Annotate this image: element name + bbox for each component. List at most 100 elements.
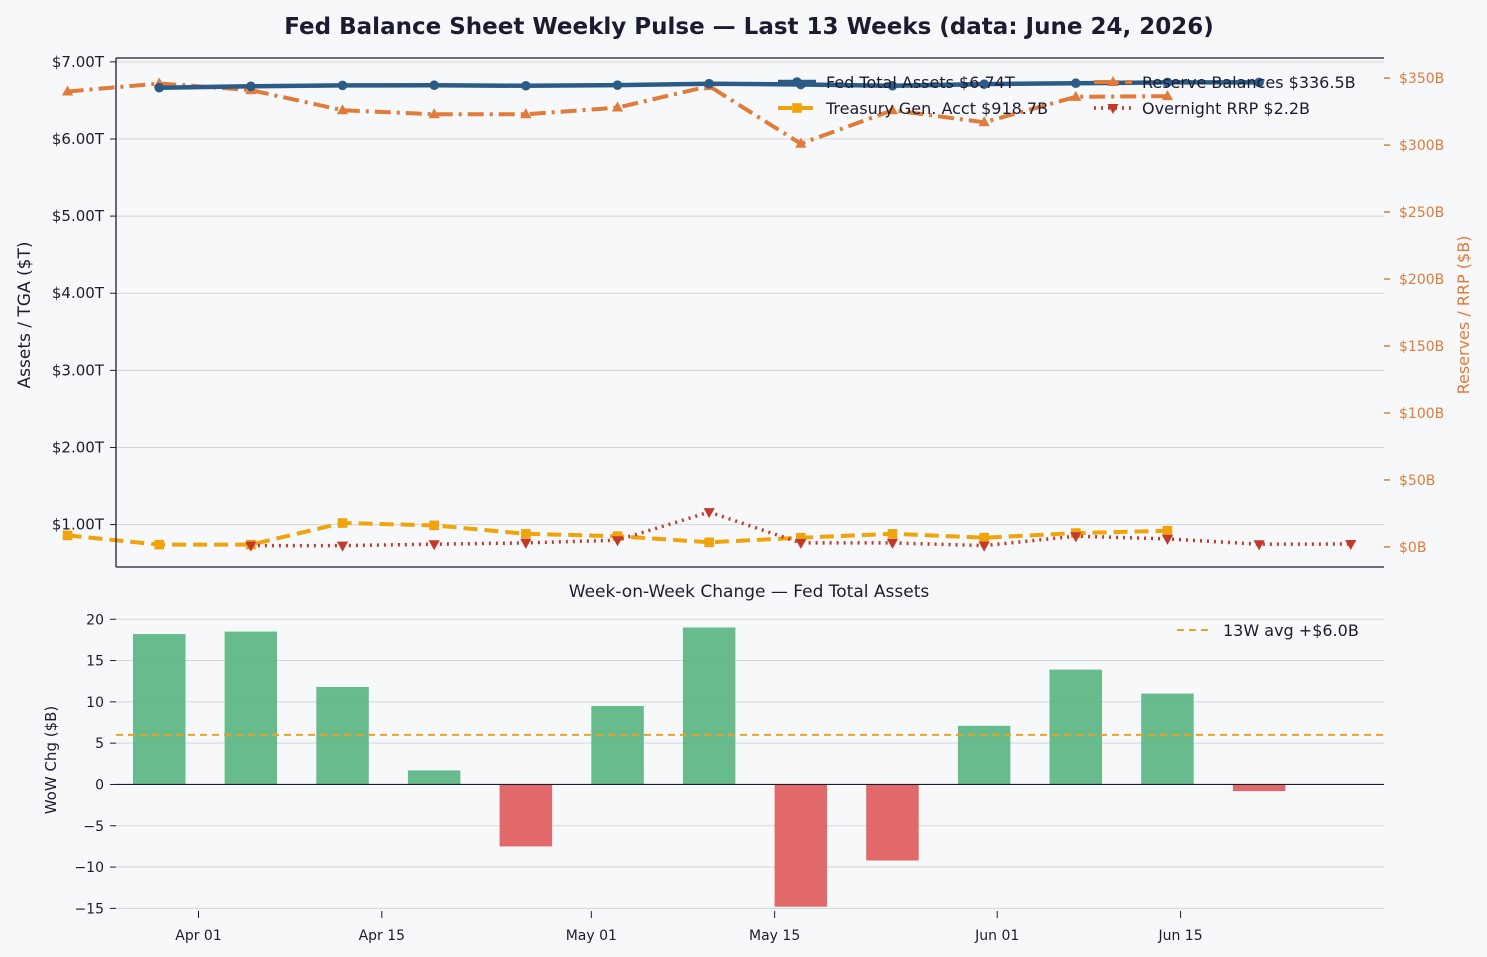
bottom-axis-label: WoW Chg ($B) bbox=[42, 706, 60, 815]
avg-legend-label: 13W avg +$6.0B bbox=[1223, 621, 1359, 640]
series-point bbox=[245, 541, 257, 552]
series-point bbox=[612, 80, 623, 90]
x-tick-label: Apr 15 bbox=[359, 928, 405, 944]
series-point bbox=[428, 540, 440, 551]
series-3 bbox=[245, 508, 1357, 552]
legend-entry: Reserve Balances $336.5B bbox=[1094, 73, 1356, 92]
legend-entry: Fed Total Assets $6.74T bbox=[778, 73, 1015, 92]
series-point bbox=[429, 80, 439, 91]
legend-label: Reserve Balances $336.5B bbox=[1142, 73, 1356, 92]
series-point bbox=[154, 82, 165, 93]
series-point bbox=[1070, 78, 1081, 89]
series-point bbox=[428, 108, 440, 119]
right-tick-label: $50B bbox=[1399, 473, 1435, 489]
top-series bbox=[61, 77, 1357, 552]
wow-bar bbox=[224, 631, 278, 785]
top-panel: $1.00T $2.00T $3.00T $4.00T $5.00T $6.00T $7.0… bbox=[15, 53, 1473, 568]
series-point bbox=[246, 81, 256, 92]
series-point bbox=[1161, 534, 1174, 545]
series-point bbox=[1162, 77, 1173, 88]
series-point bbox=[429, 520, 439, 531]
series-point bbox=[61, 85, 74, 96]
x-tick-label: May 01 bbox=[566, 928, 617, 944]
top-axes: $1.00T $2.00T $3.00T $4.00T $5.00T $6.00T $7.0… bbox=[52, 53, 1444, 568]
wow-bar bbox=[774, 784, 828, 907]
left-tick-label: $5.00T bbox=[52, 207, 105, 225]
series-point bbox=[154, 539, 165, 550]
wow-bar bbox=[591, 706, 644, 785]
bottom-legend: 13W avg +$6.0B bbox=[1177, 621, 1359, 640]
bottom-tick-label: −5 bbox=[83, 819, 104, 835]
series-point bbox=[612, 531, 623, 541]
x-tick-label: Jun 01 bbox=[974, 928, 1019, 944]
x-tick-label: Apr 01 bbox=[175, 928, 221, 944]
series-point bbox=[978, 541, 990, 552]
right-tick-label: $100B bbox=[1399, 406, 1444, 422]
series-point bbox=[611, 101, 624, 112]
series-point bbox=[1345, 539, 1357, 550]
bottom-tick-label: −15 bbox=[74, 901, 104, 917]
series-point bbox=[887, 529, 898, 539]
wow-bar bbox=[133, 634, 186, 785]
x-tick-label: Jun 15 bbox=[1157, 928, 1202, 944]
series-point bbox=[521, 529, 531, 539]
legend-marker bbox=[792, 77, 802, 87]
series-point bbox=[1161, 90, 1174, 101]
x-tick-label: May 15 bbox=[749, 928, 800, 944]
series-point bbox=[337, 518, 348, 528]
legend-marker bbox=[1107, 76, 1119, 86]
right-axis-label: Reserves / RRP ($B) bbox=[1454, 236, 1473, 395]
legend-entry: Overnight RRP $2.2B bbox=[1094, 99, 1310, 118]
series-point bbox=[1254, 77, 1264, 88]
series-point bbox=[1253, 540, 1265, 551]
bottom-panel: Week-on-Week Change — Fed Total Assets −… bbox=[42, 582, 1384, 944]
series-0 bbox=[154, 77, 1264, 93]
legend-marker bbox=[1107, 104, 1119, 114]
legend-label: Overnight RRP $2.2B bbox=[1142, 99, 1310, 118]
right-tick-label: $200B bbox=[1399, 272, 1444, 288]
left-tick-label: $6.00T bbox=[52, 130, 105, 148]
chart-title: Fed Balance Sheet Weekly Pulse — Last 13… bbox=[284, 14, 1213, 40]
right-tick-label: $300B bbox=[1399, 138, 1444, 154]
series-point bbox=[703, 508, 715, 519]
series-point bbox=[1070, 532, 1082, 543]
series-point bbox=[796, 532, 806, 543]
right-tick-label: $350B bbox=[1399, 71, 1444, 87]
right-tick-label: $0B bbox=[1399, 540, 1426, 556]
series-point bbox=[704, 78, 714, 89]
legend-label: Fed Total Assets $6.74T bbox=[826, 73, 1015, 92]
bottom-tick-label: 5 bbox=[95, 736, 104, 752]
top-grid bbox=[116, 61, 1384, 526]
bottom-tick-label: 20 bbox=[86, 612, 104, 628]
series-point bbox=[886, 104, 899, 115]
series-point bbox=[336, 541, 349, 552]
series-point bbox=[795, 137, 807, 148]
series-point bbox=[979, 532, 989, 543]
series-point bbox=[62, 530, 73, 541]
series-point bbox=[520, 538, 532, 549]
bottom-tick-label: 10 bbox=[86, 695, 104, 711]
bottom-tick-label: 15 bbox=[86, 654, 104, 670]
bottom-panel-title: Week-on-Week Change — Fed Total Assets bbox=[569, 582, 930, 602]
series-point bbox=[611, 536, 624, 547]
series-1 bbox=[61, 77, 1174, 148]
wow-bar bbox=[682, 627, 736, 785]
wow-bar bbox=[407, 770, 461, 785]
series-point bbox=[337, 80, 348, 91]
series-point bbox=[886, 538, 899, 549]
left-tick-label: $3.00T bbox=[52, 361, 105, 379]
bottom-axes: −15 −10 −5 0 5 10 15 20 Apr 01 Apr 15 May 01 May 15… bbox=[74, 612, 1384, 944]
series-point bbox=[521, 80, 531, 91]
left-axis-label: Assets / TGA ($T) bbox=[15, 242, 35, 389]
legend-label: Treasury Gen. Acct $918.7B bbox=[825, 99, 1048, 118]
wow-bar bbox=[1049, 669, 1102, 785]
series-point bbox=[1070, 90, 1082, 101]
bottom-tick-label: 0 bbox=[95, 777, 104, 793]
series-point bbox=[979, 79, 989, 89]
right-tick-label: $150B bbox=[1399, 339, 1444, 355]
wow-bar bbox=[1141, 693, 1194, 785]
series-point bbox=[887, 80, 898, 91]
wow-bar bbox=[499, 784, 553, 847]
right-tick-label: $250B bbox=[1399, 205, 1444, 221]
legend-marker bbox=[792, 103, 802, 113]
